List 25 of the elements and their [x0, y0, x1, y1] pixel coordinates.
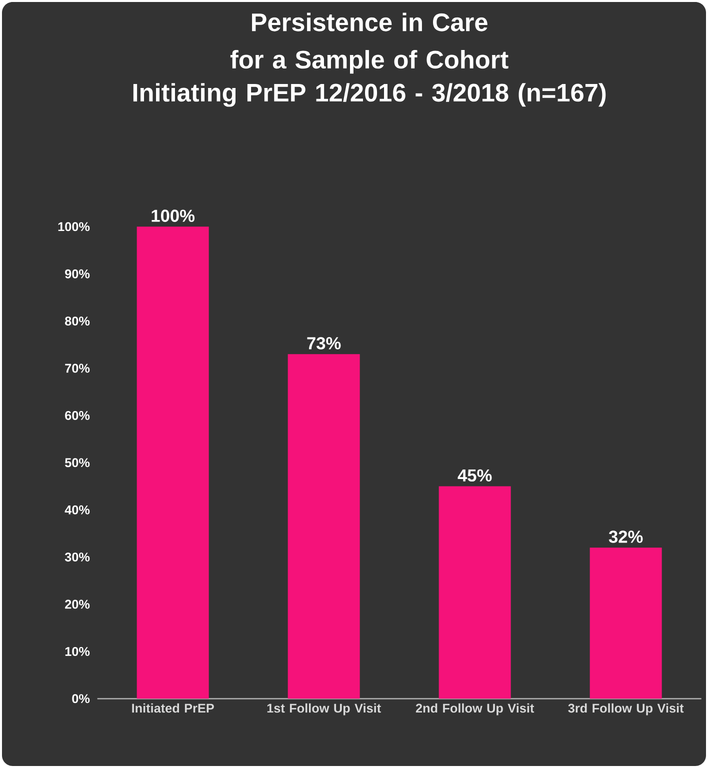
bar: [288, 354, 360, 699]
x-tick-label: 1st Follow Up Visit: [267, 703, 381, 716]
y-tick-label: 40%: [64, 505, 90, 514]
data-label: 45%: [458, 469, 492, 482]
y-tick-label: 30%: [64, 552, 90, 562]
x-tick-label: 3rd Follow Up Visit: [568, 703, 684, 716]
bar: [438, 486, 511, 699]
y-tick-label: 60%: [65, 410, 90, 420]
y-tick-label: 50%: [65, 458, 90, 468]
x-tick-label: 2nd Follow Up Visit: [416, 703, 534, 716]
chart-subtitle: Initiating PrEP 12/2016 - 3/2018 (n=167): [133, 83, 606, 107]
data-label: 73%: [307, 337, 341, 350]
bar: [590, 548, 662, 699]
data-label: 32%: [608, 530, 643, 543]
y-tick-label: 20%: [65, 600, 90, 609]
y-tick-label: 10%: [65, 646, 90, 656]
x-tick-label: Initiated PrEP: [132, 703, 214, 713]
y-tick-label: 0%: [72, 694, 90, 704]
data-label: 100%: [152, 210, 195, 222]
y-tick-label: 80%: [65, 316, 90, 326]
bar: [136, 226, 209, 699]
y-tick-label: 70%: [65, 364, 90, 373]
y-tick-label: 90%: [65, 269, 90, 278]
y-tick-label: 100%: [58, 222, 90, 232]
chart-title: Persistence in Care for a Sample of Cohort: [230, 12, 508, 74]
